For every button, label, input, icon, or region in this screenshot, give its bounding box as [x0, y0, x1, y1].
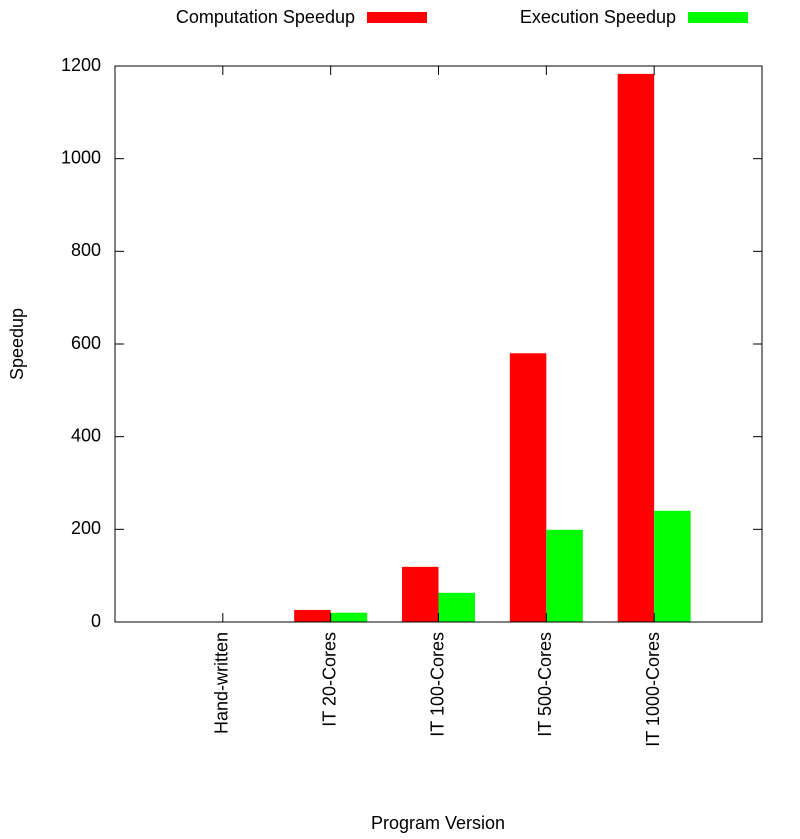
bar	[330, 612, 368, 622]
bar	[654, 510, 691, 622]
y-tick-label: 600	[71, 333, 101, 353]
bar	[294, 609, 331, 622]
y-tick-label: 200	[71, 518, 101, 538]
bar	[617, 73, 655, 623]
bar	[438, 592, 475, 622]
legend-label: Computation Speedup	[176, 7, 355, 27]
bar	[509, 353, 547, 622]
y-axis-title: Speedup	[7, 308, 27, 380]
y-tick-label: 0	[91, 611, 101, 631]
legend-label: Execution Speedup	[520, 7, 676, 27]
y-tick-label: 400	[71, 425, 101, 445]
legend-swatch	[367, 12, 427, 23]
y-tick-label: 1000	[61, 147, 101, 167]
legend-swatch	[688, 12, 748, 23]
y-tick-label: 800	[71, 240, 101, 260]
x-tick-label: IT 500-Cores	[535, 632, 555, 737]
x-axis-title: Program Version	[371, 813, 505, 833]
x-tick-label: Hand-written	[212, 632, 232, 734]
y-tick-label: 1200	[61, 55, 101, 75]
x-tick-label: IT 100-Cores	[427, 632, 447, 737]
x-tick-label: IT 20-Cores	[319, 632, 339, 727]
plot-frame	[114, 65, 763, 623]
bar	[546, 529, 583, 622]
x-tick-label: IT 1000-Cores	[643, 632, 663, 747]
bar	[402, 566, 439, 622]
